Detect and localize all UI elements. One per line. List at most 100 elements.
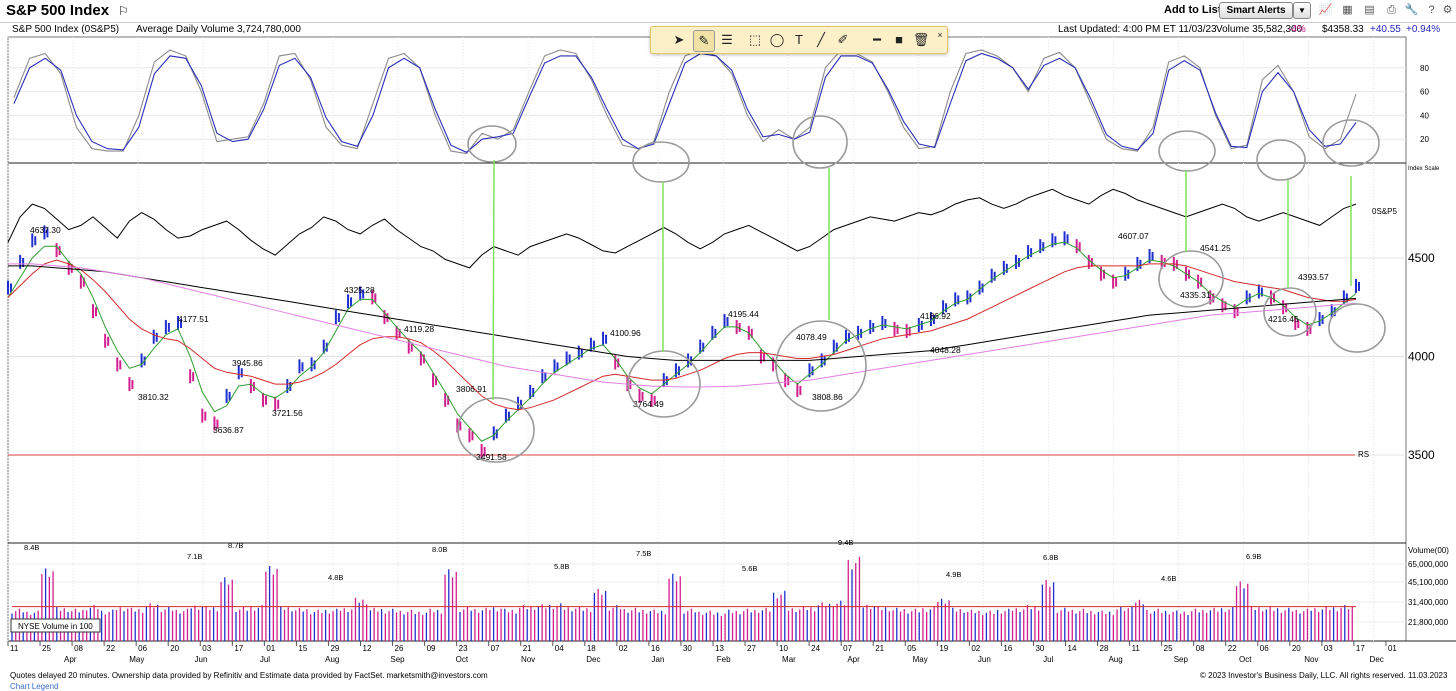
x-month-label: Aug [1108,655,1122,664]
annotation-circle [1263,287,1317,337]
annotation-circle [467,125,517,163]
text-tool-icon[interactable]: T [795,32,803,47]
x-day-label: 03 [1324,644,1333,653]
price-annotation: 3945.86 [232,358,263,368]
volume-peak-label: 4.8B [328,573,343,582]
x-day-label: 25 [1164,644,1173,653]
vol-title: Volume(00) [1408,546,1449,555]
flag-icon[interactable]: ⚐ [118,4,129,18]
price-annotation: 4177.51 [178,314,209,324]
line-tool-icon[interactable]: ╱ [817,32,825,47]
x-day-label: 03 [202,644,211,653]
grid-icon[interactable]: ▦ [1342,4,1353,16]
price-annotation: 4541.25 [1200,243,1231,253]
x-month-label: Oct [456,655,469,664]
symbol-line-label: 0S&P5 [1372,207,1397,216]
x-month-label: Apr [847,655,860,664]
line-width-icon[interactable]: ━ [873,32,881,47]
x-day-label: 07 [843,644,852,653]
volume-readout: Volume 35,582,300 [1216,24,1303,35]
chart-icon[interactable]: 📈 [1318,4,1333,16]
x-month-label: Jul [260,655,270,664]
paint-icon[interactable]: ⬚ [748,32,762,47]
list-icon[interactable]: ☰ [721,32,733,47]
vol-tick-label: 45,100,000 [1408,578,1449,587]
price-annotation: 3808.86 [812,392,843,402]
x-day-label: 20 [1292,644,1301,653]
top-bar: S&P 500 Index ⚐ Add to List: Smart Alert… [0,0,1456,23]
ma-line [7,188,1357,269]
volume-peak-label: 6.8B [1043,553,1058,562]
ma-line [8,263,1357,388]
x-month-label: Sep [390,655,405,664]
volume-peak-label: 6.9B [1246,552,1261,561]
add-to-list-label: Add to List: [1164,4,1226,16]
volume-peak-label: 7.5B [636,549,651,558]
x-day-label: 11 [10,644,19,653]
x-day-label: 10 [779,644,788,653]
trash-icon[interactable]: 🗑 [912,32,930,47]
x-day-label: 17 [1356,644,1365,653]
x-month-label: Dec [586,655,600,664]
x-month-label: May [913,655,928,664]
rs-label: RS [1358,450,1369,459]
vol-tick-label: 65,000,000 [1408,560,1449,569]
x-day-label: 13 [715,644,724,653]
x-day-label: 21 [875,644,884,653]
change-readout: +40.55 [1370,24,1401,35]
price-readout: $4358.33 [1322,24,1364,35]
annotation-line [492,159,495,401]
x-day-label: 09 [427,644,436,653]
pencil-off-icon[interactable]: ✎ [693,30,715,52]
x-day-label: 30 [1035,644,1044,653]
x-day-label: 24 [811,644,820,653]
x-day-label: 29 [330,644,339,653]
chevron-down-icon[interactable]: ▼ [1293,2,1311,19]
volume-peak-label: 4.9B [946,570,961,579]
vol-tick-label: 31,400,000 [1408,598,1449,607]
price-annotation: 4186.92 [920,311,951,321]
x-month-label: Jul [1043,655,1053,664]
color-swatch-icon[interactable]: ■ [895,32,903,47]
price-annotation: 4637.30 [30,225,61,235]
x-day-label: 02 [971,644,980,653]
osc-tick-label: 80 [1420,64,1429,73]
volume-legend-label: NYSE Volume in 100 [18,622,93,631]
layout-icon[interactable]: ▤ [1364,4,1375,16]
marker-icon[interactable]: ✐ [837,32,849,47]
price-tick-label: 3500 [1408,448,1435,462]
x-day-label: 16 [651,644,660,653]
price-annotation: 3636.87 [213,425,244,435]
price-annotation: 4100.96 [610,328,641,338]
price-annotation: 3810.32 [138,392,169,402]
print-icon[interactable]: ⎙ [1387,4,1396,16]
x-day-label: 22 [106,644,115,653]
close-icon[interactable]: × [937,30,943,40]
osc-series-line [13,49,1357,155]
osc-tick-label: 60 [1420,88,1429,97]
volume-peak-label: 8.7B [228,541,243,550]
x-day-label: 04 [555,644,564,653]
cursor-icon[interactable]: ➤ [673,32,685,47]
vol-tick-label: 21,800,000 [1408,618,1449,627]
volume-peak-label: 8.0B [432,545,447,554]
footer-disclaimer: Quotes delayed 20 minutes. Ownership dat… [10,671,488,680]
smart-alerts-select[interactable]: Smart Alerts [1219,2,1293,19]
circle-tool-icon[interactable]: ◯ [769,32,785,47]
price-tick-label: 4000 [1408,350,1435,364]
annotation-circle [792,115,848,169]
end-date: 11.03.2023 [1408,671,1448,680]
price-tick-label: 4500 [1408,251,1435,265]
volume-peak-label: 5.8B [554,562,569,571]
settings-icon[interactable]: ⚙ [1442,4,1453,16]
annotations: 4637.30 3810.32 4177.51 3636.87 3945.86 3721.… [30,115,1386,463]
wrench-icon[interactable]: 🔧 [1404,4,1419,16]
price-annotation: 4216.45 [1268,314,1299,324]
x-day-label: 01 [266,644,275,653]
x-month-label: Nov [521,655,535,664]
help-icon[interactable]: ? [1428,4,1435,16]
x-month-label: Jun [978,655,991,664]
volume-peak-label: 5.6B [742,564,757,573]
x-month-label: Aug [325,655,339,664]
